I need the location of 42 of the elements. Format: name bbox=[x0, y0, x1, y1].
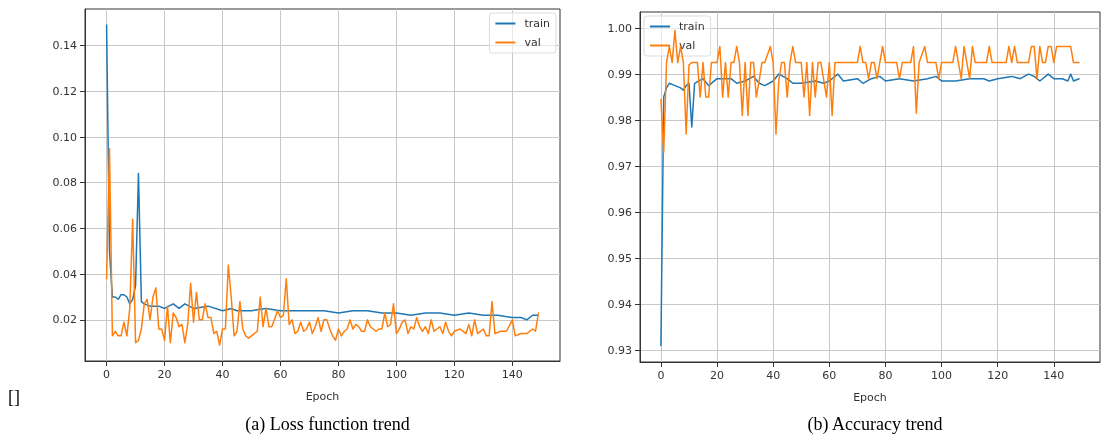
legend-label: val bbox=[679, 39, 696, 52]
legend-label: val bbox=[524, 36, 541, 49]
legend-label: train bbox=[524, 17, 551, 30]
x-tick-label: 120 bbox=[443, 368, 465, 381]
x-tick-label: 40 bbox=[215, 368, 230, 381]
y-tick-label: 0.08 bbox=[52, 176, 77, 190]
x-tick-label: 0 bbox=[103, 368, 111, 381]
x-tick-label: 120 bbox=[987, 369, 1009, 382]
y-tick-label: 0.06 bbox=[52, 221, 77, 235]
y-tick-label: 1.00 bbox=[607, 21, 632, 35]
line-series bbox=[660, 73, 1080, 347]
y-tick-label: 0.99 bbox=[607, 67, 632, 81]
x-tick-label: 0 bbox=[657, 369, 665, 382]
x-tick-label: 60 bbox=[822, 369, 837, 382]
x-tick-label: 20 bbox=[710, 369, 725, 382]
x-tick-label: 140 bbox=[501, 368, 523, 381]
text: (a) Loss function trend bbox=[245, 414, 410, 435]
x-axis-title: Epoch bbox=[305, 390, 340, 403]
y-tick-label: 0.98 bbox=[607, 113, 632, 127]
text: [] bbox=[8, 387, 20, 407]
y-tick-label: 0.02 bbox=[52, 313, 77, 327]
y-tick-label: 0.10 bbox=[52, 130, 77, 144]
x-tick-label: 100 bbox=[385, 368, 407, 381]
x-tick-label: 80 bbox=[878, 369, 893, 382]
x-tick-label: 40 bbox=[766, 369, 781, 382]
y-tick-label: 0.04 bbox=[52, 267, 77, 281]
y-tick-label: 0.93 bbox=[607, 343, 632, 357]
y-tick-label: 0.14 bbox=[52, 39, 77, 53]
y-tick-label: 0.94 bbox=[607, 297, 632, 311]
text: (b) Accuracy trend bbox=[807, 414, 943, 435]
line-series bbox=[105, 147, 540, 346]
y-tick-label: 0.95 bbox=[607, 251, 632, 265]
legend-label: train bbox=[679, 20, 705, 33]
y-tick-label: 0.96 bbox=[607, 205, 632, 219]
x-tick-label: 20 bbox=[157, 368, 172, 381]
x-axis-title: Epoch bbox=[853, 391, 887, 404]
x-tick-label: 140 bbox=[1043, 369, 1065, 382]
x-tick-label: 100 bbox=[931, 369, 953, 382]
x-tick-label: 60 bbox=[273, 368, 288, 381]
y-tick-label: 0.12 bbox=[52, 84, 77, 98]
x-tick-label: 80 bbox=[331, 368, 346, 381]
y-tick-label: 0.97 bbox=[607, 159, 632, 173]
